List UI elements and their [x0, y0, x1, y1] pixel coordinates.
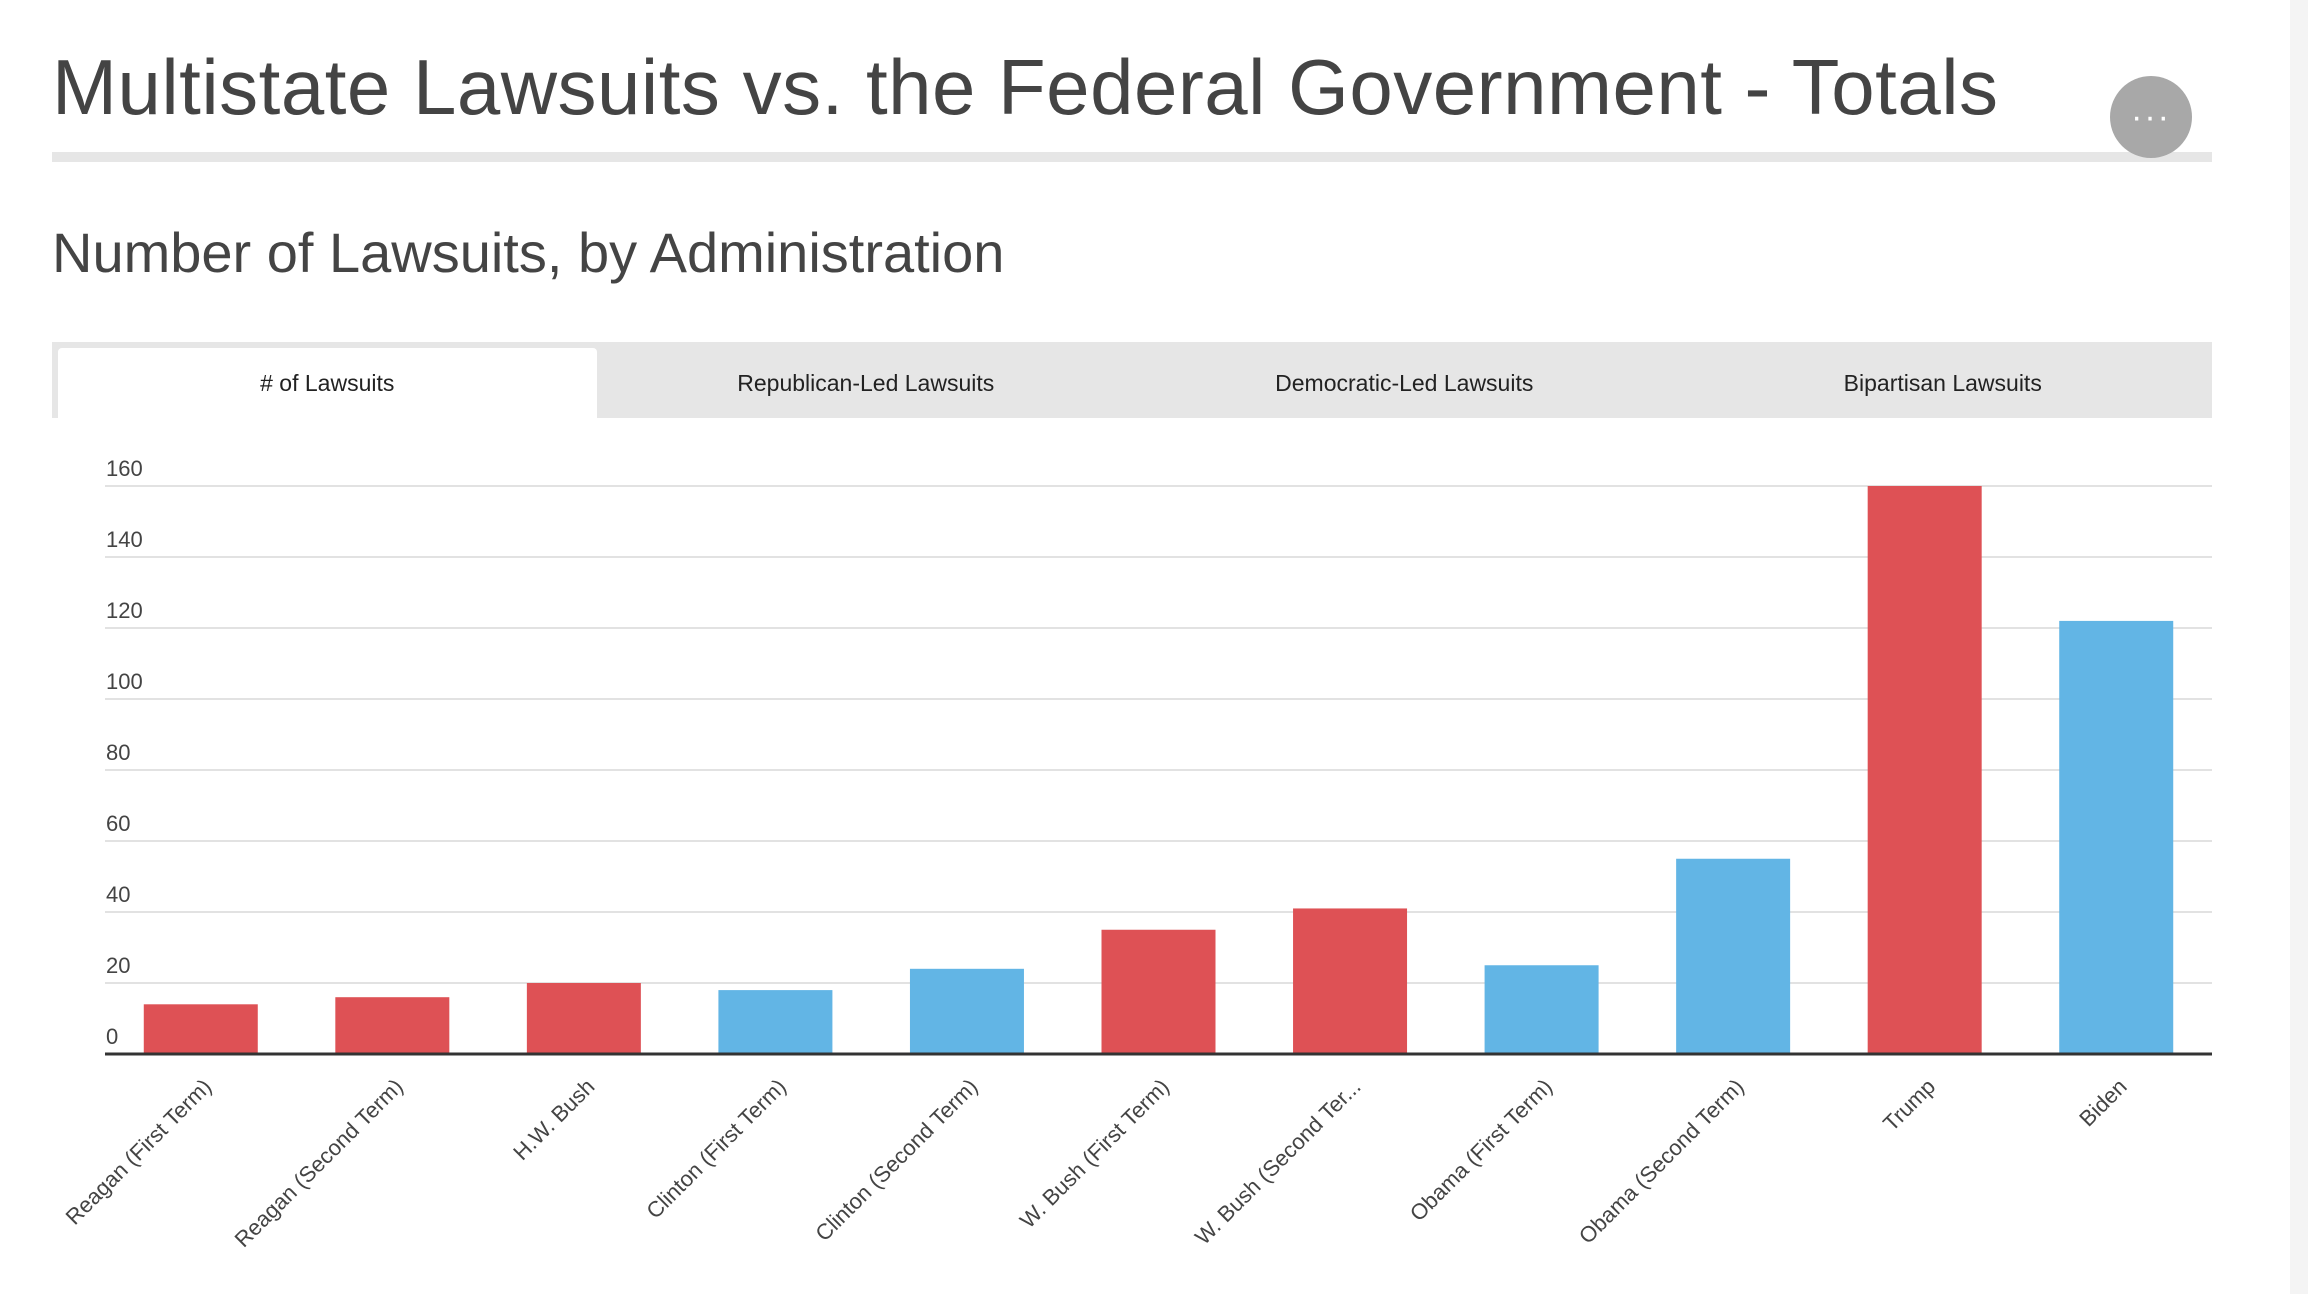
chart-subtitle: Number of Lawsuits, by Administration: [52, 221, 1005, 284]
y-tick-label: 160: [106, 456, 143, 481]
y-tick-label: 40: [106, 882, 130, 907]
bar[interactable]: [2059, 620, 2174, 1054]
x-category-label: Obama (First Term): [1405, 1074, 1557, 1226]
y-tick-label: 0: [106, 1024, 118, 1049]
y-tick-label: 100: [106, 669, 143, 694]
x-category-label: Reagan (First Term): [61, 1074, 217, 1230]
bar[interactable]: [909, 968, 1024, 1054]
more-horizontal-icon: ···: [2131, 97, 2171, 136]
tab-number-of-lawsuits[interactable]: # of Lawsuits: [58, 348, 597, 418]
scrollbar-track[interactable]: [2290, 0, 2308, 1294]
x-category-label: Trump: [1878, 1074, 1940, 1136]
y-tick-label: 60: [106, 811, 130, 836]
bar-chart: 0 20 40 60 80 100 120 140 160 Reagan (First Term)…: [61, 456, 2212, 1252]
y-tick-label: 80: [106, 740, 130, 765]
bar[interactable]: [1867, 486, 1982, 1054]
bar[interactable]: [526, 983, 641, 1054]
tab-republican-led[interactable]: Republican-Led Lawsuits: [737, 369, 995, 396]
x-category-label: H.W. Bush: [508, 1074, 599, 1165]
bar[interactable]: [1101, 929, 1216, 1054]
bar[interactable]: [1484, 965, 1599, 1054]
bar[interactable]: [718, 990, 833, 1054]
y-tick-label: 120: [106, 598, 143, 623]
bar[interactable]: [335, 997, 450, 1054]
tab-bar: # of Lawsuits Republican-Led Lawsuits De…: [52, 342, 2212, 418]
bar[interactable]: [1293, 908, 1408, 1054]
page-title: Multistate Lawsuits vs. the Federal Gove…: [52, 43, 1999, 131]
x-category-label: W. Bush (First Term): [1015, 1074, 1174, 1233]
tab-bipartisan[interactable]: Bipartisan Lawsuits: [1843, 369, 2042, 396]
y-tick-label: 20: [106, 953, 130, 978]
bar[interactable]: [1676, 858, 1791, 1054]
x-category-label: Clinton (Second Term): [810, 1074, 982, 1246]
more-options-button[interactable]: ···: [2110, 76, 2192, 158]
y-tick-label: 140: [106, 527, 143, 552]
x-category-label: Biden: [2074, 1074, 2131, 1131]
tab-democratic-led[interactable]: Democratic-Led Lawsuits: [1275, 369, 1534, 396]
x-category-label: Obama (Second Term): [1574, 1074, 1749, 1249]
x-category-label: W. Bush (Second Ter...: [1190, 1074, 1366, 1250]
x-category-label: Reagan (Second Term): [230, 1074, 408, 1252]
x-category-label: Clinton (First Term): [641, 1074, 791, 1224]
title-divider: [52, 152, 2212, 162]
bar[interactable]: [143, 1004, 258, 1054]
